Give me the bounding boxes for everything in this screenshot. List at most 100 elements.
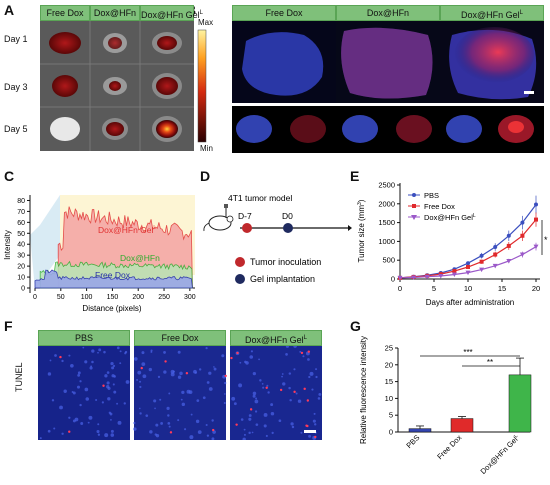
nucleus xyxy=(242,437,246,440)
nucleus xyxy=(255,423,259,427)
nucleus xyxy=(177,350,181,354)
panel-f-header-dox-hfn-gel: Dox@HFn GelL xyxy=(230,330,322,346)
nucleus xyxy=(104,374,108,378)
nucleus xyxy=(181,390,185,395)
panel-b-header-free-dox: Free Dox xyxy=(232,5,336,21)
tunel-positive xyxy=(314,435,317,439)
nucleus xyxy=(88,415,93,420)
legend-free-dox: Free Dox xyxy=(424,202,455,211)
data-point xyxy=(479,259,484,264)
tissue-b-dox-hfn xyxy=(341,27,433,99)
model-label: 4T1 tumor model xyxy=(228,193,292,203)
label-free-dox: Free Dox xyxy=(95,270,131,280)
e-ylabel: Tumor size (mm3) xyxy=(357,199,366,262)
tunel-positive xyxy=(306,399,310,402)
nucleus xyxy=(97,423,100,426)
nucleus xyxy=(211,419,214,422)
data-point xyxy=(466,264,470,269)
nucleus xyxy=(139,407,141,410)
nucleus xyxy=(317,397,321,400)
g-ytick-label: 20 xyxy=(385,360,393,369)
data-point xyxy=(519,252,525,258)
e-xtick-label: 0 xyxy=(398,284,402,293)
nucleus xyxy=(137,370,142,375)
data-point xyxy=(534,202,538,207)
legend-gel: Gel implantation xyxy=(250,274,315,284)
data-point xyxy=(438,273,444,279)
panel-label-g: G xyxy=(350,318,361,334)
nucleus xyxy=(179,371,183,376)
data-point xyxy=(466,261,470,266)
nucleus xyxy=(172,370,175,373)
nucleus xyxy=(180,398,183,401)
panel-f-header-free-dox: Free Dox xyxy=(134,330,226,346)
tunel-positive xyxy=(224,374,227,378)
nucleus xyxy=(110,362,114,366)
nucleus xyxy=(208,387,213,391)
nucleus xyxy=(186,389,191,394)
label-dox-hfn: Dox@HFn xyxy=(120,253,160,263)
profile-free-dox xyxy=(34,269,193,289)
nucleus xyxy=(267,391,270,394)
tunel-positive xyxy=(230,356,233,360)
panel-a-header-dox-hfn-gel: Dox@HFn GelL xyxy=(140,5,203,21)
nucleus xyxy=(97,351,99,354)
nucleus xyxy=(223,401,226,405)
data-point xyxy=(506,233,511,238)
nucleus xyxy=(61,432,64,435)
c-ytick-label: 60 xyxy=(17,220,25,227)
nucleus xyxy=(262,386,265,389)
intensity-profile-chart: 0 50 100 150 200 250 300 0 10 20 30 40 50 60 70 80 Dox… xyxy=(3,195,196,313)
data-point xyxy=(479,267,485,273)
nucleus xyxy=(315,375,318,379)
nucleus xyxy=(263,424,267,428)
c-ytick-label: 40 xyxy=(17,242,25,249)
nucleus xyxy=(167,414,170,417)
tumor-a-1-1 xyxy=(49,32,81,54)
nucleus xyxy=(243,428,246,431)
data-point xyxy=(451,272,457,277)
nucleus xyxy=(87,421,90,424)
timeline-diagram: 4T1 tumor model D-7 D0 Tumor inoculation… xyxy=(203,193,352,284)
nucleus xyxy=(153,399,157,403)
panel-label-e: E xyxy=(350,168,360,184)
tunel-pbs xyxy=(38,346,130,440)
nucleus xyxy=(150,351,153,353)
legend-inoculation-dot xyxy=(235,257,245,267)
nucleus xyxy=(166,406,170,411)
nucleus xyxy=(285,353,288,356)
tunel-label: TUNEL xyxy=(14,362,24,392)
nucleus xyxy=(96,429,100,434)
nucleus xyxy=(248,414,252,417)
nucleus xyxy=(224,393,226,395)
nucleus xyxy=(97,433,101,436)
data-point xyxy=(506,243,511,248)
c-ytick-label: 50 xyxy=(17,231,25,238)
nucleus xyxy=(111,366,115,370)
nucleus xyxy=(249,355,254,359)
panel-a-header-free-dox: Free Dox xyxy=(40,5,90,21)
g-ytick-label: 15 xyxy=(385,377,393,386)
nucleus xyxy=(211,437,215,440)
nucleus xyxy=(139,380,142,383)
g-ytick-label: 5 xyxy=(389,411,393,420)
nucleus xyxy=(77,373,81,377)
data-point xyxy=(452,269,457,274)
c-xtick-label: 250 xyxy=(158,294,170,301)
nucleus xyxy=(252,371,257,376)
g-ytick-label: 10 xyxy=(385,394,393,403)
nucleus xyxy=(295,392,298,395)
nucleus xyxy=(133,427,137,431)
data-point xyxy=(493,252,498,257)
gel-marker xyxy=(283,223,293,233)
tumor-a-5-1 xyxy=(50,117,80,141)
nucleus xyxy=(91,360,94,364)
bar-1 xyxy=(450,418,474,433)
nucleus xyxy=(149,430,153,434)
nucleus xyxy=(142,374,147,379)
nucleus xyxy=(79,403,82,407)
data-point xyxy=(465,270,471,276)
nucleus xyxy=(112,383,115,386)
nucleus xyxy=(84,360,88,364)
bar-2 xyxy=(508,374,532,433)
